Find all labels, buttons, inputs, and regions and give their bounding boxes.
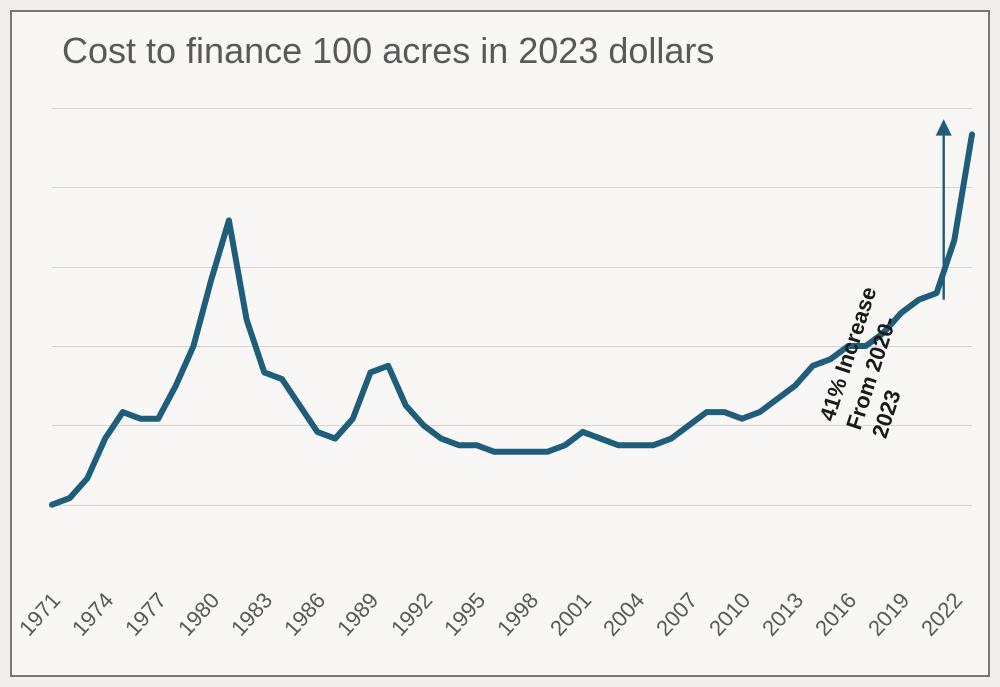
- x-tick-label: 2022: [916, 588, 968, 642]
- x-tick-label: 2019: [863, 588, 915, 642]
- x-tick-label: 1986: [279, 588, 331, 642]
- plot-area: 41% Increase From 2020- 2023: [52, 108, 972, 584]
- x-tick-label: 2013: [757, 588, 809, 642]
- series-line: [52, 134, 972, 504]
- x-tick-label: 1989: [332, 588, 384, 642]
- x-axis-labels: 1971197419771980198319861989199219951998…: [52, 588, 972, 668]
- x-tick-label: 2010: [704, 588, 756, 642]
- chart-svg: [52, 108, 972, 584]
- x-tick-label: 1980: [173, 588, 225, 642]
- chart-title: Cost to finance 100 acres in 2023 dollar…: [62, 30, 714, 72]
- x-tick-label: 2007: [651, 588, 703, 642]
- x-tick-label: 1974: [67, 588, 119, 642]
- annotation-arrow: [936, 119, 952, 300]
- x-tick-label: 1971: [14, 588, 66, 642]
- arrow-head: [936, 119, 952, 135]
- x-tick-label: 1992: [386, 588, 438, 642]
- x-tick-label: 1983: [226, 588, 278, 642]
- x-tick-label: 1998: [492, 588, 544, 642]
- x-tick-label: 2016: [810, 588, 862, 642]
- x-tick-label: 2001: [545, 588, 597, 642]
- chart-frame: Cost to finance 100 acres in 2023 dollar…: [10, 10, 990, 677]
- x-tick-label: 1995: [439, 588, 491, 642]
- x-tick-label: 2004: [598, 588, 650, 642]
- x-tick-label: 1977: [120, 588, 172, 642]
